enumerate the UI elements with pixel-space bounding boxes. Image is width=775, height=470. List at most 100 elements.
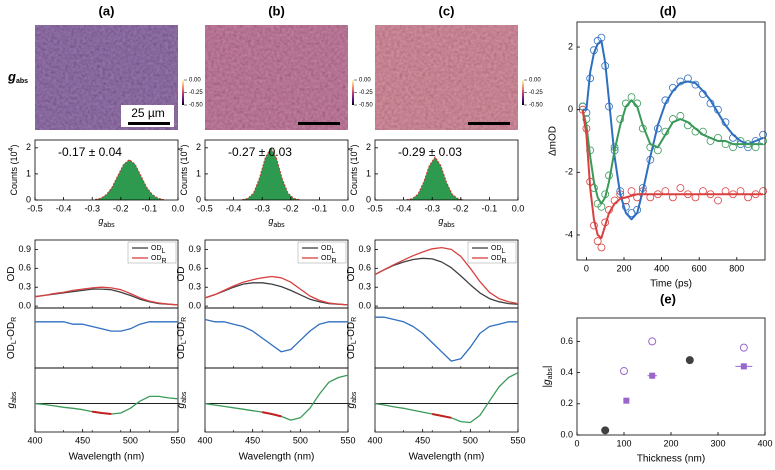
data-point	[593, 237, 602, 246]
y-axis-label-part: )	[9, 145, 19, 148]
y-axis-label: gabs	[346, 391, 358, 408]
x-axis-label: gabs	[438, 216, 455, 228]
x-tick-label: -0.1	[482, 203, 498, 213]
y-tick-label: 0.0	[358, 300, 371, 310]
y-axis-label-part: g	[542, 379, 553, 385]
plot-frame	[34, 139, 179, 201]
y-tick-label: -2	[565, 167, 573, 177]
legend-label-part: R	[332, 258, 337, 265]
y-tick-label: 1	[366, 168, 371, 178]
x-tick-label: 200	[616, 263, 631, 273]
plot-frame	[204, 367, 349, 433]
y-tick-label: 0.4	[560, 367, 573, 377]
x-axis-label: Wavelength (nm)	[69, 452, 145, 463]
series-line	[92, 410, 112, 415]
colorbar-tick-label: 0.00	[359, 78, 371, 84]
series-line	[204, 282, 349, 306]
scale-box	[121, 105, 174, 127]
data-point	[648, 337, 657, 346]
x-axis-label-part: abs	[103, 222, 115, 229]
legend-label: ODR	[321, 255, 337, 265]
annotation: -0.27 ± 0.03	[228, 145, 292, 159]
annotation: -0.17 ± 0.04	[58, 145, 122, 159]
x-axis-label-part: abs	[273, 222, 285, 229]
legend-label: ODL	[151, 245, 166, 255]
plot-frame	[374, 139, 519, 201]
series-line	[35, 321, 178, 332]
y-tick-label: 0.6	[18, 263, 31, 273]
y-tick-label: 0.9	[188, 244, 201, 254]
y-tick-label: 0.6	[358, 263, 371, 273]
series-line	[204, 374, 349, 421]
y-axis-label: gabs	[6, 391, 18, 408]
x-axis-label-part: g	[268, 216, 273, 226]
plot-frame	[34, 367, 179, 433]
data-point	[676, 184, 685, 192]
heatmap-texture	[205, 25, 348, 130]
legend-label-part: OD	[321, 245, 332, 252]
legend-label-part: OD	[151, 255, 162, 262]
data-point	[623, 397, 630, 404]
colorbar-tick-label: -0.25	[359, 90, 373, 96]
y-tick-label: 0.0	[188, 300, 201, 310]
y-axis-label-part: g	[176, 402, 187, 408]
legend-label-part: OD	[151, 245, 162, 252]
x-tick-label: -0.2	[113, 203, 129, 213]
y-tick-label: 0.3	[188, 282, 201, 292]
heatmap-texture	[375, 25, 518, 130]
scale-bar	[298, 122, 340, 125]
x-tick-label: -0.4	[396, 203, 412, 213]
y-axis-label: Counts (104)	[8, 145, 20, 196]
histogram-area	[95, 159, 164, 200]
x-tick-label: -0.2	[453, 203, 469, 213]
y-tick-label: 1	[26, 168, 31, 178]
y-tick-label: 0.0	[18, 300, 31, 310]
y-axis-label: ΔmOD	[548, 126, 559, 156]
x-axis-label: Wavelength (nm)	[409, 452, 485, 463]
y-axis-label: Counts (104)	[348, 145, 360, 196]
fit-line	[581, 109, 764, 240]
colorbar-tick-label: -0.25	[189, 90, 203, 96]
x-tick-label: 500	[123, 435, 138, 445]
y-axis-label-part: R	[351, 317, 358, 322]
y-axis-label-part: abs	[11, 391, 18, 403]
legend-label-part: OD	[491, 245, 502, 252]
histogram-area	[406, 157, 464, 200]
colorbar-tick-label: 0.00	[189, 78, 201, 84]
data-point	[685, 356, 694, 365]
y-axis-label-part: OD	[346, 267, 357, 282]
x-tick-label: 450	[75, 435, 90, 445]
x-tick-label: 450	[245, 435, 260, 445]
data-point	[627, 187, 636, 196]
fit-line	[406, 156, 464, 201]
y-tick-label: 2	[568, 41, 573, 51]
y-axis-label-part: L	[181, 340, 188, 344]
y-axis-label: gabs	[176, 391, 188, 408]
y-axis-label: ODL-ODR	[176, 317, 188, 359]
legend-label: ODL	[491, 245, 506, 255]
data-point	[601, 426, 610, 435]
y-axis-label-part: -OD	[176, 322, 187, 340]
plot-frame	[576, 21, 766, 261]
y-tick-label: 0	[196, 194, 201, 204]
y-axis-label: OD	[346, 267, 357, 282]
x-tick-label: 0.0	[342, 203, 355, 213]
series-line	[262, 411, 282, 418]
series-line	[34, 395, 179, 415]
fit-line	[242, 146, 300, 201]
x-tick-label: -0.4	[226, 203, 242, 213]
series-line	[204, 318, 348, 353]
y-axis-label-part: )	[179, 145, 189, 148]
x-tick-label: -0.2	[283, 203, 299, 213]
y-axis-label-part: OD	[6, 344, 17, 359]
x-tick-label: 500	[293, 435, 308, 445]
y-tick-label: 0	[366, 194, 371, 204]
colorbar-tick-label: -0.50	[189, 103, 203, 109]
data-point	[740, 363, 747, 370]
x-tick-label: 200	[663, 438, 678, 448]
y-axis-label-part: L	[11, 340, 18, 344]
y-tick-label: 0	[568, 104, 573, 114]
x-tick-label: 0	[584, 263, 589, 273]
plot-frame	[576, 317, 766, 436]
y-axis-label-part: OD	[346, 344, 357, 359]
